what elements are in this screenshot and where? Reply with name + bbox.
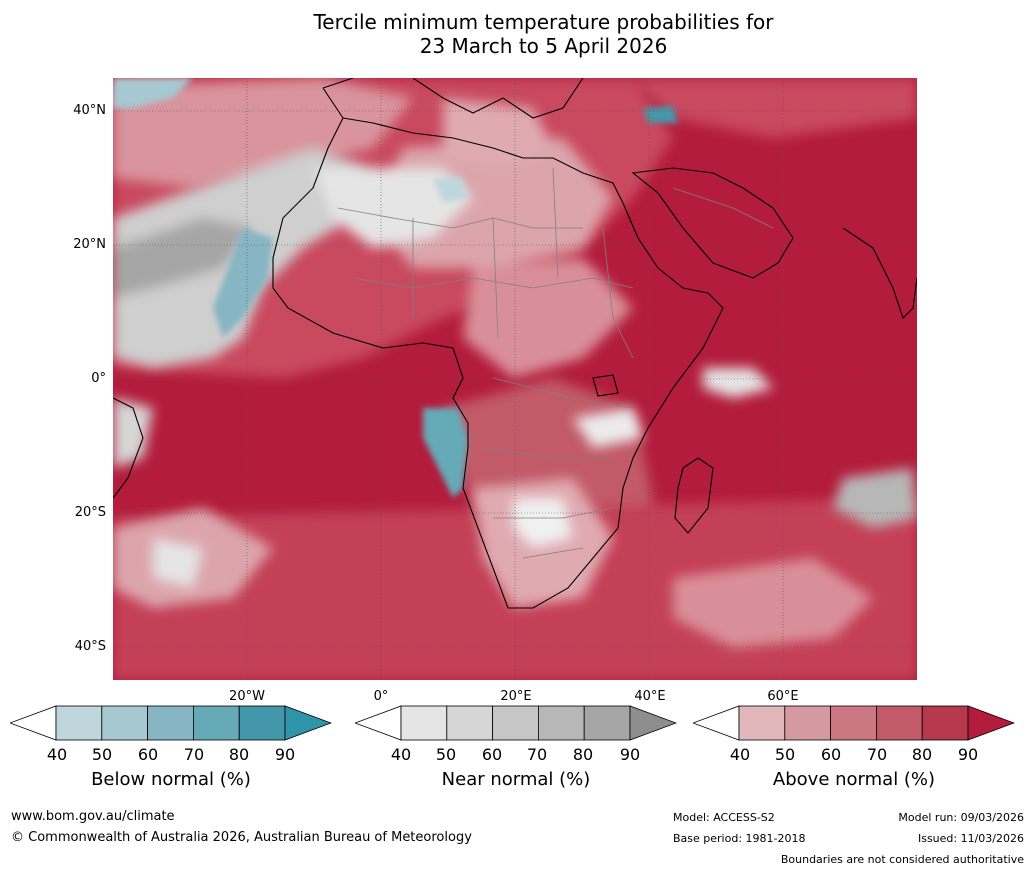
near-normal-areas: [113, 148, 917, 588]
lat-label-40n: 40°N: [73, 103, 106, 118]
colorbar-swatch: [446, 705, 494, 741]
colorbar-above-normal-swatches: [693, 705, 1015, 741]
colorbar-swatch: [830, 705, 877, 741]
colorbar-swatch: [55, 705, 103, 741]
colorbar-swatch: [738, 705, 786, 741]
colorbar-swatch: [875, 705, 923, 741]
colorbar-tick: 50: [774, 745, 796, 764]
colorbar-tick: 90: [619, 745, 641, 764]
probability-map: [113, 78, 917, 680]
colorbar-swatch: [147, 705, 194, 741]
colorbar-tick: 80: [228, 745, 250, 764]
colorbar-tick: 50: [91, 745, 113, 764]
colorbar-tick: 70: [866, 745, 888, 764]
colorbar-swatch-high-extension: [284, 705, 332, 741]
lat-label-40s: 40°S: [74, 639, 106, 654]
colorbar-caption-above: Above normal (%): [772, 769, 936, 790]
colorbar-tick: 80: [572, 745, 594, 764]
colorbar-swatch: [101, 705, 149, 741]
lon-label-40e: 40°E: [634, 689, 666, 704]
colorbar-swatch: [583, 705, 631, 741]
colorbar-tick: 70: [526, 745, 548, 764]
map-canvas: [113, 78, 917, 680]
lon-label-20e: 20°E: [500, 689, 532, 704]
graticule: [113, 78, 917, 680]
colorbar-tick: 90: [957, 745, 979, 764]
lat-label-equator: 0°: [91, 371, 106, 386]
lat-label-20s: 20°S: [74, 505, 106, 520]
footer-model-run: Model run: 09/03/2026: [898, 811, 1024, 824]
colorbar-swatch: [921, 705, 969, 741]
colorbar-swatch: [400, 705, 448, 741]
colorbar-below-normal-swatches: [10, 705, 332, 741]
colorbar-above-normal: 40 50 60 70 80 90 Above normal (%): [693, 705, 1015, 791]
footer-base-period: Base period: 1981-2018: [673, 832, 806, 845]
lat-label-20n: 20°N: [73, 237, 106, 252]
colorbar-tick: 70: [183, 745, 205, 764]
colorbar-swatch: [238, 705, 286, 741]
title-line-1: Tercile minimum temperature probabilitie…: [313, 10, 774, 34]
colorbar-tick: 60: [137, 745, 159, 764]
title-line-2: 23 March to 5 April 2026: [419, 34, 668, 58]
country-borders: [337, 167, 774, 559]
colorbar-caption-below: Below normal (%): [91, 769, 251, 790]
colorbar-tick: 40: [729, 745, 751, 764]
colorbar-swatch: [784, 705, 832, 741]
colorbar-tick: 40: [390, 745, 412, 764]
colorbar-tick: 90: [274, 745, 296, 764]
colorbar-tick: 40: [46, 745, 68, 764]
colorbar-below-normal: 40 50 60 70 80 90 Below normal (%): [10, 705, 332, 791]
footer-issued: Issued: 11/03/2026: [917, 832, 1024, 845]
lon-label-60e: 60°E: [767, 689, 799, 704]
colorbar-tick: 80: [911, 745, 933, 764]
below-normal-areas: [113, 78, 678, 498]
footer-url: www.bom.gov.au/climate: [11, 809, 175, 824]
colorbar-tick: 50: [435, 745, 457, 764]
colorbar-swatch: [537, 705, 585, 741]
colorbar-swatch-low-extension: [355, 705, 402, 741]
coastlines: [113, 78, 917, 609]
colorbar-swatch-low-extension: [10, 705, 57, 741]
colorbar-near-normal-swatches: [355, 705, 677, 741]
colorbar-near-normal: 40 50 60 70 80 90 Near normal (%): [355, 705, 677, 791]
colorbar-swatch: [192, 705, 240, 741]
lon-label-20w: 20°W: [229, 689, 265, 704]
lon-label-0: 0°: [373, 689, 389, 704]
colorbar-tick: 60: [481, 745, 503, 764]
colorbar-swatch-high-extension: [629, 705, 677, 741]
map-title: Tercile minimum temperature probabilitie…: [0, 10, 1035, 58]
colorbar-swatch-high-extension: [967, 705, 1015, 741]
footer-copyright: © Commonwealth of Australia 2026, Austra…: [11, 830, 472, 845]
colorbar-swatch: [492, 705, 539, 741]
colorbar-tick: 60: [820, 745, 842, 764]
footer-disclaimer: Boundaries are not considered authoritat…: [780, 853, 1024, 866]
colorbar-swatch-low-extension: [693, 705, 740, 741]
colorbar-caption-near: Near normal (%): [441, 769, 591, 790]
footer-model: Model: ACCESS-S2: [673, 811, 775, 824]
